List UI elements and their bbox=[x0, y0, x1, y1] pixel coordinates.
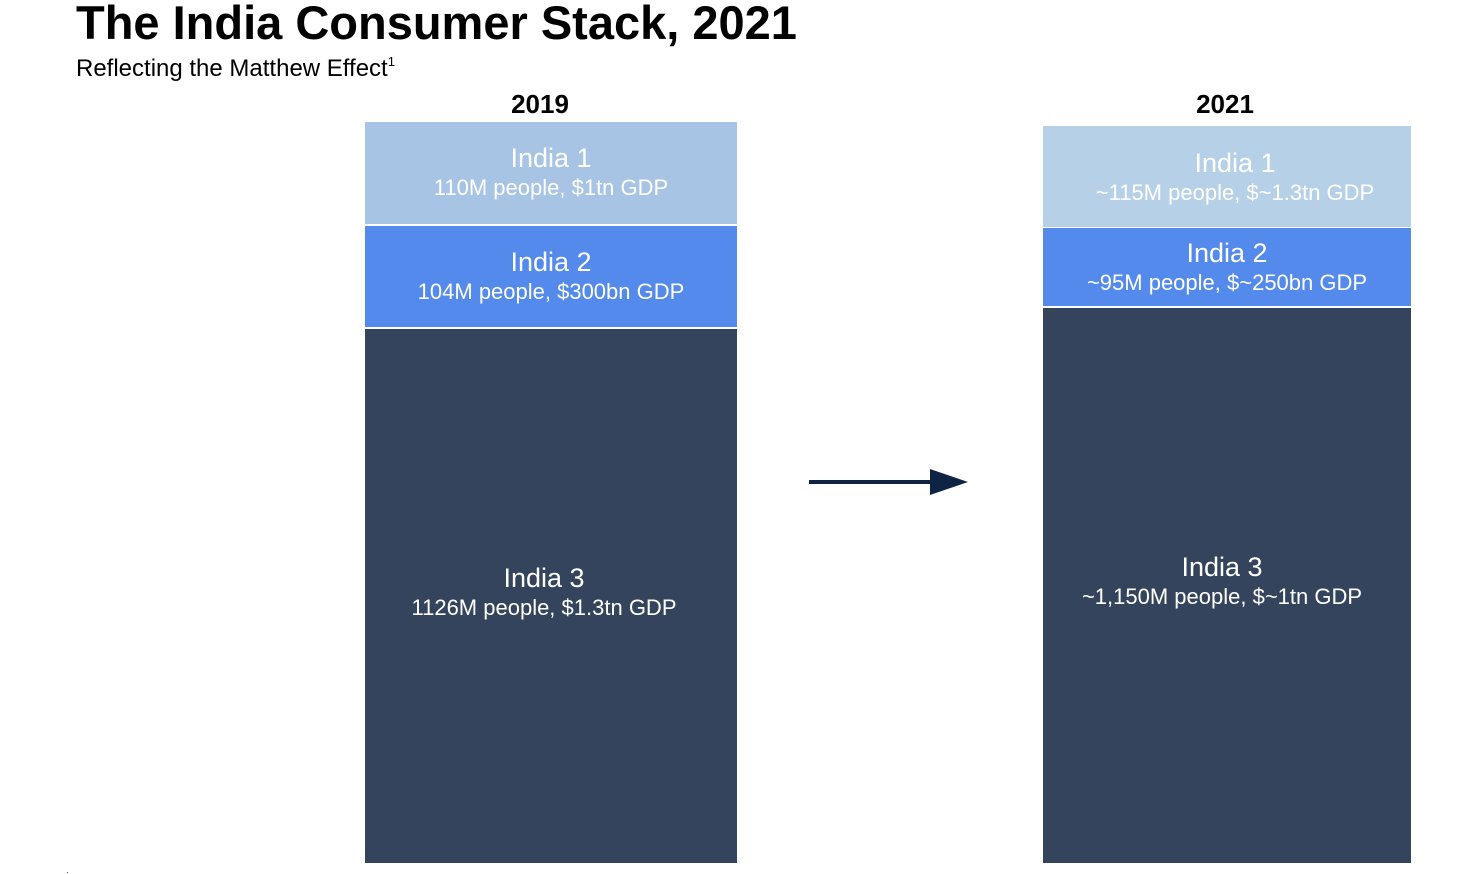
year-label-2021: 2021 bbox=[1196, 89, 1254, 119]
corner-dot bbox=[67, 872, 68, 873]
segment-name: India 1 bbox=[510, 143, 592, 173]
segment-2019-india-2: India 2 104M people, $300bn GDP bbox=[365, 226, 737, 327]
segment-2021-india-1: India 1 ~115M people, $~1.3tn GDP bbox=[1043, 126, 1411, 227]
segment-description: 104M people, $300bn GDP bbox=[417, 278, 685, 304]
segment-description: 1126M people, $1.3tn GDP bbox=[411, 595, 677, 620]
segment-description: ~95M people, $~250bn GDP bbox=[1086, 270, 1368, 295]
page-title: The India Consumer Stack, 2021 bbox=[76, 0, 797, 49]
segment-description: ~115M people, $~1.3tn GDP bbox=[1095, 179, 1375, 205]
segment-name: India 3 bbox=[1181, 551, 1263, 582]
segment-name: India 2 bbox=[510, 246, 592, 277]
segment-description: 110M people, $1tn GDP bbox=[433, 175, 669, 200]
subtitle-text: Reflecting the Matthew Effect bbox=[76, 55, 388, 82]
segment-2019-india-3: India 3 1126M people, $1.3tn GDP bbox=[365, 329, 737, 863]
segment-name: India 3 bbox=[503, 563, 585, 593]
segment-2021-india-3: India 3 ~1,150M people, $~1tn GDP bbox=[1043, 308, 1411, 863]
year-label-2019: 2019 bbox=[511, 89, 569, 119]
segment-description: ~1,150M people, $~1tn GDP bbox=[1081, 583, 1363, 609]
segment-name: India 1 bbox=[1194, 147, 1276, 178]
segment-2021-india-2: India 2 ~95M people, $~250bn GDP bbox=[1043, 228, 1411, 306]
page-subtitle: Reflecting the Matthew Effect1 bbox=[76, 54, 395, 84]
segment-2019-india-1: India 1 110M people, $1tn GDP bbox=[365, 122, 737, 224]
segment-name: India 2 bbox=[1186, 238, 1268, 268]
right-arrow-icon bbox=[809, 469, 968, 495]
footnote-marker: 1 bbox=[387, 54, 395, 69]
